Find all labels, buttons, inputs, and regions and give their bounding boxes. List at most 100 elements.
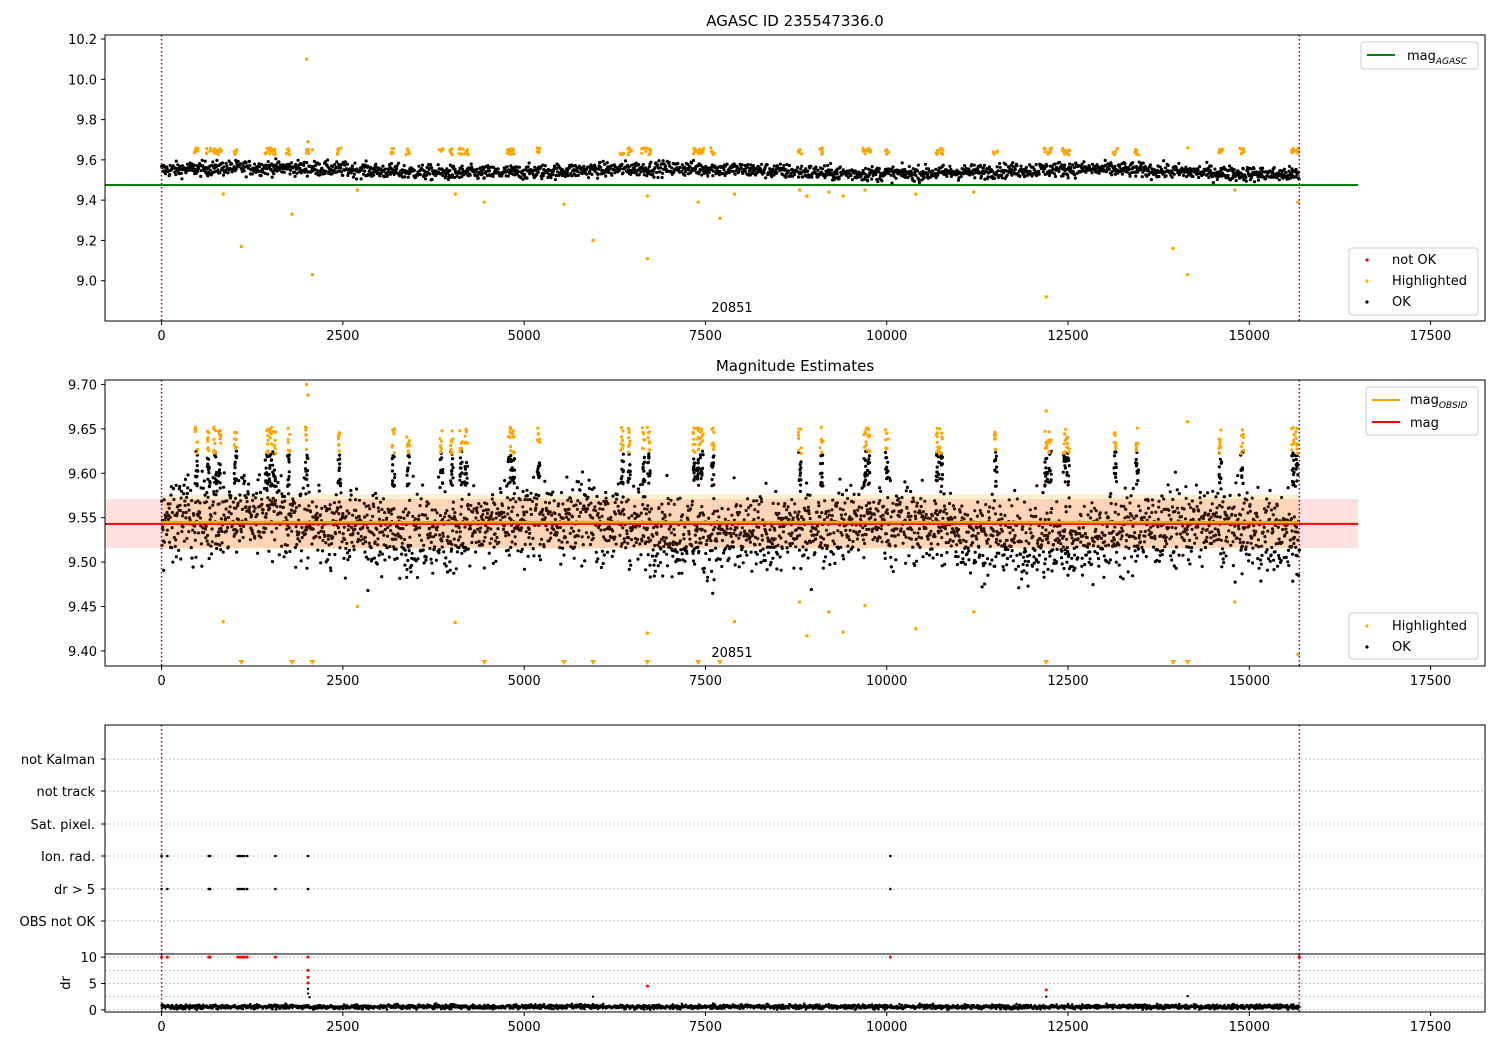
ok-point [910, 528, 914, 532]
ok-point [199, 542, 203, 546]
ok-point [615, 493, 619, 497]
ok-point [819, 541, 823, 545]
ok-point [264, 526, 268, 531]
ok-point [341, 173, 345, 177]
ok-point [646, 504, 650, 508]
ok-point [493, 539, 498, 543]
ok-point [289, 508, 293, 512]
ok-point [326, 537, 330, 541]
ok-point [656, 564, 660, 568]
ok-point [690, 499, 695, 503]
ok-point [1264, 177, 1268, 181]
highlighted-point [627, 151, 631, 155]
ok-point [288, 172, 292, 176]
ok-point [549, 536, 553, 540]
ok-point [700, 173, 704, 177]
ok-point [400, 541, 404, 545]
ok-point [991, 506, 995, 510]
ok-point [172, 497, 176, 502]
highlighted-point [215, 150, 220, 154]
ok-point [545, 528, 550, 532]
ok-point [541, 507, 545, 511]
ok-point [559, 562, 563, 566]
ok-point [275, 169, 279, 173]
ok-point [359, 177, 363, 181]
ok-point [474, 516, 478, 520]
ok-point [706, 575, 710, 579]
ok-point [328, 507, 332, 511]
ok-point [862, 556, 866, 560]
ok-point [363, 515, 367, 519]
ok-point [601, 159, 605, 163]
ok-point [780, 546, 784, 551]
ok-point [543, 479, 547, 483]
ok-point [282, 170, 286, 174]
ok-point [786, 505, 790, 509]
ok-point [496, 507, 500, 511]
ok-point [586, 507, 590, 511]
ok-point [796, 165, 800, 169]
ok-point [168, 515, 172, 520]
ok-point [400, 552, 404, 556]
ok-point [487, 551, 491, 555]
ok-point [371, 514, 375, 519]
ok-point [797, 510, 801, 514]
ok-point [270, 530, 274, 534]
ok-point [883, 551, 887, 555]
ok-point [192, 163, 196, 167]
highlighted-point [265, 146, 269, 150]
ok-point [394, 547, 398, 551]
ok-point [515, 486, 519, 490]
ok-point [704, 542, 709, 547]
highlighted-point [1068, 148, 1072, 152]
ok-point [511, 529, 516, 533]
ok-point [906, 511, 911, 515]
ok-point [572, 545, 577, 549]
ok-point [1249, 176, 1253, 180]
ok-point [430, 561, 434, 565]
ok-point [914, 173, 918, 178]
ok-point [587, 478, 591, 482]
ok-point [274, 163, 278, 168]
ok-point [543, 516, 547, 520]
highlighted-outlier-point [1185, 146, 1190, 150]
ok-point [1005, 538, 1009, 542]
ok-point [203, 527, 207, 531]
ok-point [663, 515, 667, 519]
ok-point [1162, 159, 1166, 163]
ok-point [793, 510, 797, 514]
ok-point [827, 513, 832, 517]
highlighted-point [205, 151, 209, 156]
ok-point [733, 172, 737, 176]
ok-point [934, 502, 938, 506]
ok-point [696, 545, 700, 549]
ok-point [565, 171, 569, 175]
ok-point [645, 526, 650, 530]
ok-point [900, 161, 904, 165]
ok-point [418, 504, 422, 508]
ok-point [410, 551, 414, 555]
ok-point [774, 489, 778, 494]
ok-point [334, 493, 338, 497]
ok-point [482, 539, 486, 543]
highlighted-point [626, 147, 630, 151]
ok-point [443, 490, 447, 494]
ok-point [236, 501, 240, 505]
ok-point [930, 547, 934, 551]
ok-point [289, 514, 293, 518]
ok-point [174, 555, 178, 559]
ok-point [983, 561, 987, 565]
ok-point [1024, 165, 1029, 169]
ok-point [323, 534, 327, 539]
ok-point [221, 550, 225, 554]
ok-point [248, 164, 252, 168]
ok-point [857, 492, 861, 497]
ok-point [839, 513, 844, 517]
ok-point [217, 502, 221, 506]
ok-point [987, 165, 992, 169]
ok-point [941, 163, 945, 167]
ok-point [529, 512, 534, 517]
ok-point [415, 575, 420, 580]
ok-point [586, 535, 590, 539]
ok-point [1149, 178, 1153, 182]
